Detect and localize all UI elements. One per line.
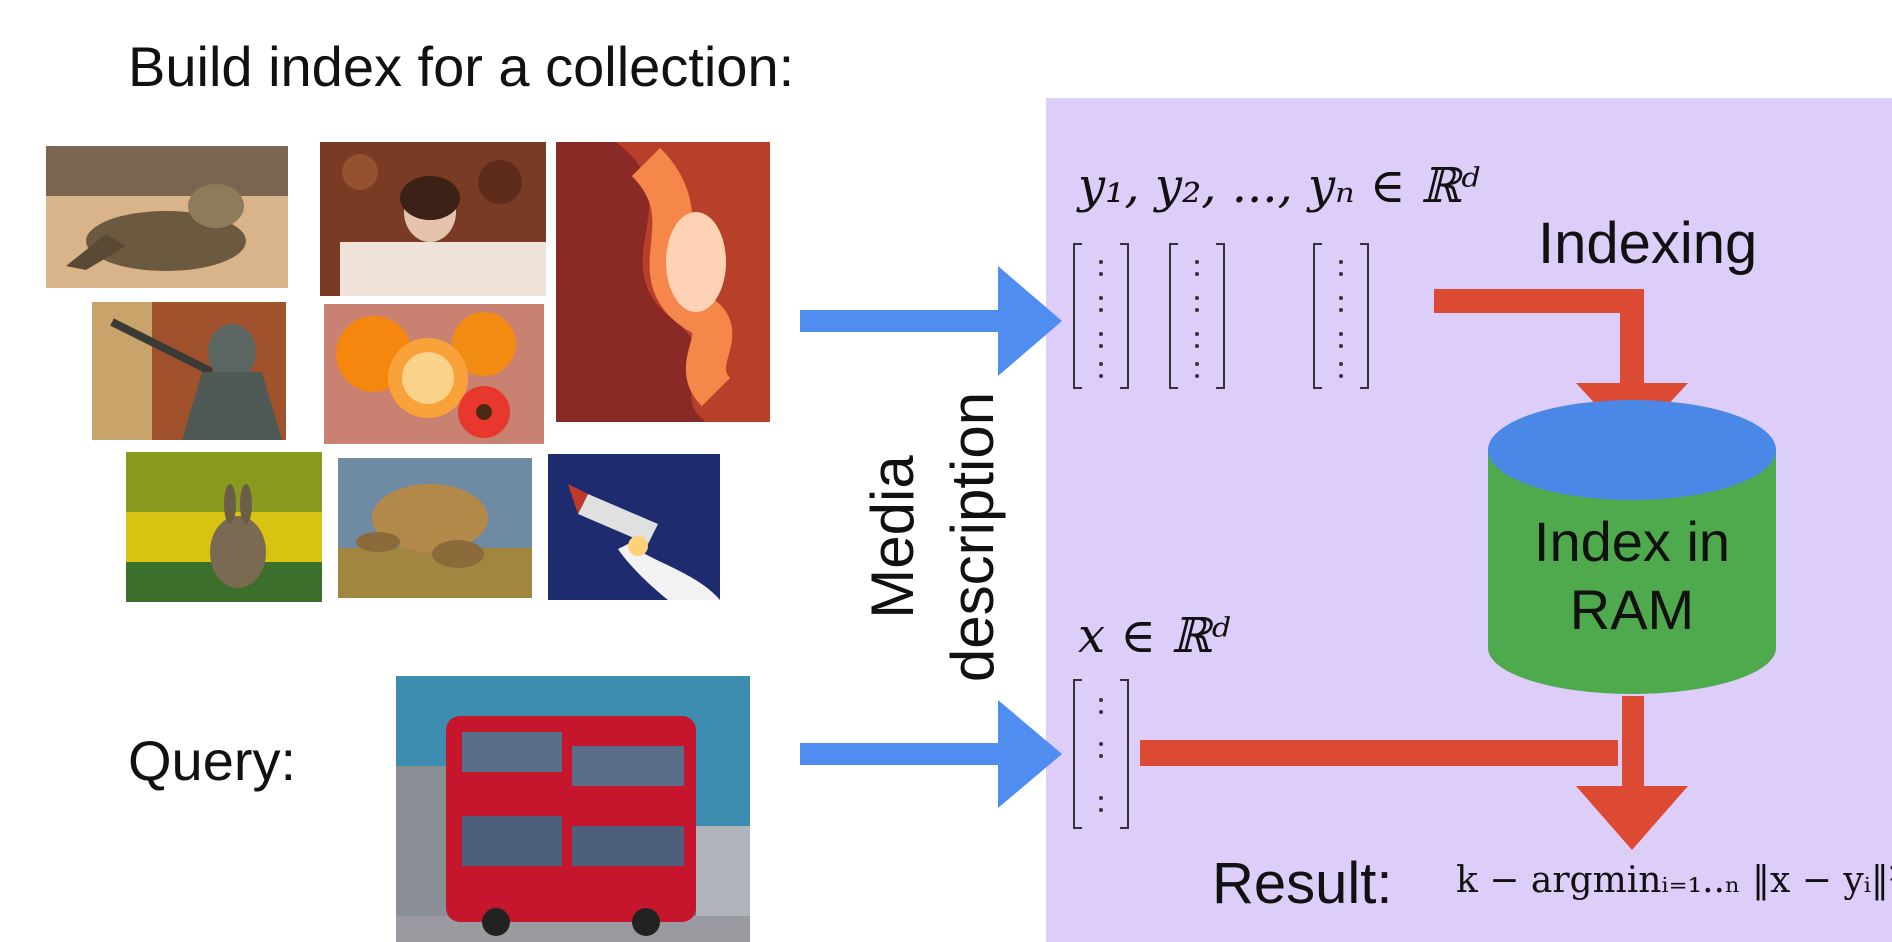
collection-image-woman-on-leaves <box>320 142 546 296</box>
collection-vector-brackets <box>1073 243 1369 389</box>
result-label: Result: <box>1212 851 1393 916</box>
index-cylinder <box>1488 400 1776 694</box>
collection-image-oranges-and-flower <box>324 304 544 444</box>
collection-image-statue <box>92 302 286 440</box>
collection-vector-dots <box>1099 260 1343 378</box>
query-vector-formula: x ∈ ℝᵈ <box>1078 608 1231 664</box>
result-formula: k − argminᵢ₌₁..ₙ ‖x − yᵢ‖² <box>1456 860 1892 901</box>
collection-image-space-shuttle-launch <box>548 454 720 600</box>
query-vector-dots <box>1099 698 1103 812</box>
index-label-line1: Index in <box>1533 510 1731 573</box>
index-in-ram-label: Index in RAM <box>1488 508 1776 644</box>
collection-image-rabbit <box>126 452 322 602</box>
query-to-vector-arrow <box>800 700 1062 808</box>
build-index-heading: Build index for a collection: <box>128 35 795 98</box>
collection-image-sea-turtle <box>338 458 532 598</box>
query-vector-bracket <box>1073 679 1129 829</box>
query-result-arrow <box>1140 696 1688 850</box>
query-heading: Query: <box>128 729 297 792</box>
query-image-bus <box>396 676 750 942</box>
collection-image-red-canyon <box>556 142 770 422</box>
index-label-line2: RAM <box>1569 578 1695 641</box>
indexing-label: Indexing <box>1538 211 1758 276</box>
collection-vectors-formula: y₁, y₂, ..., yₙ ∈ ℝᵈ <box>1078 158 1480 214</box>
collection-image-iguana <box>46 146 288 288</box>
collection-to-vectors-arrow <box>800 266 1062 376</box>
